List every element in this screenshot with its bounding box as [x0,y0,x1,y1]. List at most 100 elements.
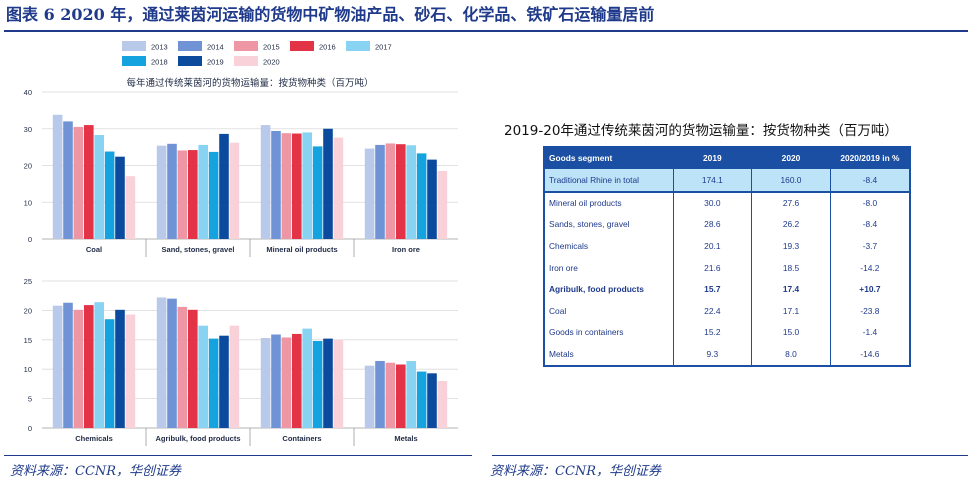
bar [208,338,219,428]
bar [52,114,63,239]
table-cell-segment: Agribulk, food products [545,278,674,300]
legend-swatch [346,41,370,51]
bar [219,133,229,239]
table-row: Goods in containers 15.2 15.0 -1.4 [545,321,909,344]
bar [427,159,437,239]
bar [260,125,271,239]
y-tick-label: 40 [24,88,32,97]
x-tick-label: Containers [282,434,321,443]
bar [271,334,281,428]
table-cell-segment: Sands, stones, gravel [545,213,674,236]
bar [177,306,188,428]
page-title: 图表 6 2020 年，通过莱茵河运输的货物中矿物油产品、砂石、化学品、铁矿石运… [6,5,655,24]
bar [416,153,427,239]
source-divider-right [492,455,968,456]
bar [156,145,167,239]
table-cell-segment: Metals [545,343,674,365]
bar [219,335,229,428]
y-tick-label: 30 [24,125,32,134]
table-cell-change: -23.8 [860,305,880,316]
table-header-cell: 2020 [751,148,831,168]
x-tick-label: Agribulk, food products [156,434,241,443]
bar [52,305,63,428]
bar [198,144,208,239]
bar [63,302,73,428]
bar [375,360,385,428]
table-cell-2019: 30.0 [673,192,753,214]
table-row: Agribulk, food products 15.7 17.4 +10.7 [545,278,909,300]
legend-label: 2018 [151,58,168,67]
bar [198,325,208,428]
bar [188,150,198,239]
bar [125,314,136,428]
source-note-left: 资料来源：CCNR，华创证券 [10,464,182,479]
y-tick-label: 20 [24,162,32,171]
legend-label: 2014 [207,43,224,52]
table-row: Coal 22.4 17.1 -23.8 [545,299,909,322]
legend-label: 2016 [319,43,336,52]
source-note-right: 资料来源：CCNR，华创证券 [490,464,662,479]
legend-swatch [290,41,314,51]
legend-label: 2020 [263,58,280,67]
table-cell-2020: 17.4 [751,278,831,300]
bar [323,338,333,428]
y-tick-label: 10 [24,198,32,207]
bar [115,156,125,239]
table-header-cell: 2020/2019 in % [830,148,909,168]
x-tick-label: Iron ore [392,245,420,254]
bar-charts-panel: 2013 2014 2015 2016 2017 2018 2019 2020 每年通过传统莱茵… [4,34,472,450]
table-cell-2020: 18.5 [751,256,831,279]
x-tick-label: Sand, stones, gravel [162,245,235,254]
table-cell-segment: Chemicals [545,235,674,257]
y-tick-label: 0 [28,235,32,244]
bar [94,302,104,428]
legend-swatch [178,56,202,66]
bar [104,319,115,428]
y-tick-label: 0 [28,424,32,433]
table-cell-2019: 9.3 [673,343,753,365]
bar [292,333,302,428]
bar [63,121,73,239]
bar [364,148,375,239]
table-cell-2020: 17.1 [751,299,831,322]
bar [260,338,271,428]
bar [437,380,448,428]
chart-title: 每年通过传统莱茵河的货物运输量：按货物种类（百万吨） [126,77,373,89]
bar [302,328,312,428]
bar [416,371,427,428]
bar [281,133,292,239]
table-cell-change: -8.4 [862,219,878,230]
bar [333,339,344,428]
table-cell-2020: 26.2 [751,213,831,236]
bar [385,362,396,428]
table-row: Chemicals 20.1 19.3 -3.7 [545,235,909,257]
table-cell-2019: 21.6 [673,256,753,279]
table-cell-2019: 15.7 [673,278,753,300]
x-tick-label: Chemicals [75,434,113,443]
bar [396,364,406,428]
table-cell-2019: 15.2 [673,321,753,344]
legend-label: 2015 [263,43,280,52]
legend-swatch [234,56,258,66]
table-row: Metals 9.3 8.0 -14.6 [545,343,909,365]
table-cell-2019: 28.6 [673,213,753,236]
bar [292,133,302,239]
bar [437,171,448,239]
y-tick-label: 10 [24,365,32,374]
table-cell-segment: Coal [545,299,674,322]
x-tick-label: Mineral oil products [266,245,337,254]
bar [188,309,198,428]
bar [271,130,281,239]
table-header-cell: 2019 [673,148,753,168]
bar [84,125,94,239]
bar [281,337,292,428]
y-tick-label: 5 [28,395,32,404]
goods-table: Goods segment 2019 2020 2020/2019 in % T… [543,146,911,367]
bar [312,146,323,239]
y-tick-label: 25 [24,277,32,286]
table-header-cell: Goods segment [545,148,674,168]
bar [375,144,385,239]
table-cell-2020: 15.0 [751,321,831,344]
table-cell-2019: 22.4 [673,299,753,322]
